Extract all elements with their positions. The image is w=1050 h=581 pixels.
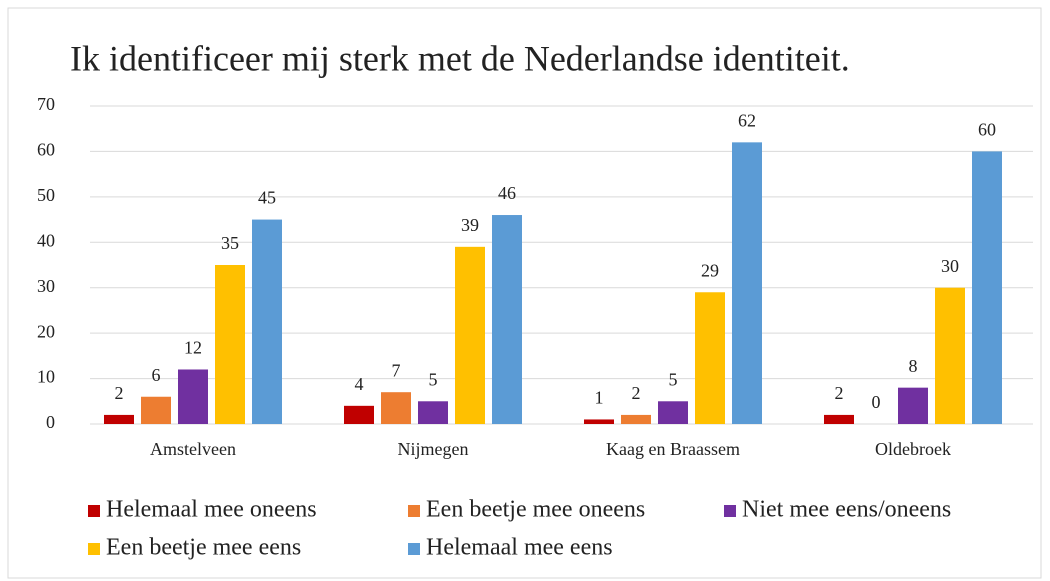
legend-swatch: [408, 505, 420, 517]
y-tick-label: 20: [37, 321, 55, 341]
value-label: 4: [355, 374, 364, 394]
bar: [344, 405, 374, 424]
value-label: 30: [941, 256, 959, 276]
x-tick-label: Amstelveen: [150, 439, 236, 459]
bar: [732, 142, 762, 425]
x-tick-label: Nijmegen: [398, 439, 469, 459]
y-tick-label: 0: [46, 412, 55, 432]
legend-swatch: [88, 505, 100, 517]
legend-label: Helemaal mee eens: [426, 535, 613, 561]
bar: [215, 265, 245, 424]
legend-swatch: [724, 505, 736, 517]
legend-label: Helemaal mee oneens: [106, 497, 317, 523]
bar: [658, 401, 688, 424]
y-tick-label: 60: [37, 140, 55, 160]
x-tick-label: Oldebroek: [875, 439, 951, 459]
value-label: 29: [701, 260, 719, 280]
value-label: 6: [152, 365, 161, 385]
value-label: 45: [258, 188, 276, 208]
value-label: 62: [738, 110, 756, 130]
bar: [418, 401, 448, 424]
value-label: 1: [595, 388, 604, 408]
value-label: 2: [632, 383, 641, 403]
bar: [935, 287, 965, 424]
value-label: 5: [429, 369, 438, 389]
bar: [972, 151, 1002, 424]
bar: [141, 396, 171, 424]
value-label: 2: [835, 383, 844, 403]
y-tick-label: 50: [37, 185, 55, 205]
value-label: 46: [498, 183, 516, 203]
bar: [104, 414, 134, 424]
value-label: 0: [872, 392, 881, 412]
bar: [455, 246, 485, 424]
value-label: 12: [184, 338, 202, 358]
bar: [584, 419, 614, 424]
value-label: 8: [909, 356, 918, 376]
bar: [178, 369, 208, 424]
legend-swatch: [88, 543, 100, 555]
value-label: 60: [978, 120, 996, 140]
legend-label: Een beetje mee eens: [106, 535, 301, 561]
y-tick-label: 10: [37, 367, 55, 387]
bar: [492, 215, 522, 424]
bar: [695, 292, 725, 424]
bar: [252, 219, 282, 424]
bar: [621, 414, 651, 424]
bar: [898, 387, 928, 424]
bar: [381, 392, 411, 424]
chart-frame: [7, 7, 1042, 579]
chart-title: Ik identificeer mij sterk met de Nederla…: [70, 38, 850, 78]
y-tick-label: 40: [37, 230, 55, 250]
value-label: 2: [115, 383, 124, 403]
y-tick-label: 30: [37, 276, 55, 296]
legend-label: Niet mee eens/oneens: [742, 497, 951, 523]
legend-swatch: [408, 543, 420, 555]
bar: [824, 414, 854, 424]
value-label: 5: [669, 369, 678, 389]
y-tick-label: 70: [37, 94, 55, 114]
value-label: 35: [221, 233, 239, 253]
x-tick-label: Kaag en Braassem: [606, 439, 740, 459]
value-label: 39: [461, 215, 479, 235]
value-label: 7: [392, 360, 401, 380]
legend-label: Een beetje mee oneens: [426, 497, 645, 523]
